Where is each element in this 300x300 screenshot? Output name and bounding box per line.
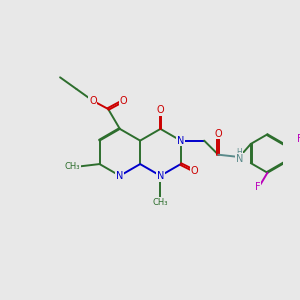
Text: F: F bbox=[255, 182, 260, 192]
Text: CH₃: CH₃ bbox=[64, 162, 80, 171]
Text: N: N bbox=[116, 171, 124, 181]
Text: CH₃: CH₃ bbox=[153, 198, 168, 207]
Text: N: N bbox=[157, 171, 164, 181]
Text: H: H bbox=[236, 148, 242, 157]
Text: O: O bbox=[89, 96, 97, 106]
Text: N: N bbox=[236, 154, 243, 164]
Text: O: O bbox=[214, 129, 222, 139]
Text: O: O bbox=[119, 96, 127, 106]
Text: O: O bbox=[191, 166, 199, 176]
Text: N: N bbox=[177, 136, 184, 146]
Text: O: O bbox=[157, 105, 164, 115]
Text: F: F bbox=[297, 134, 300, 144]
